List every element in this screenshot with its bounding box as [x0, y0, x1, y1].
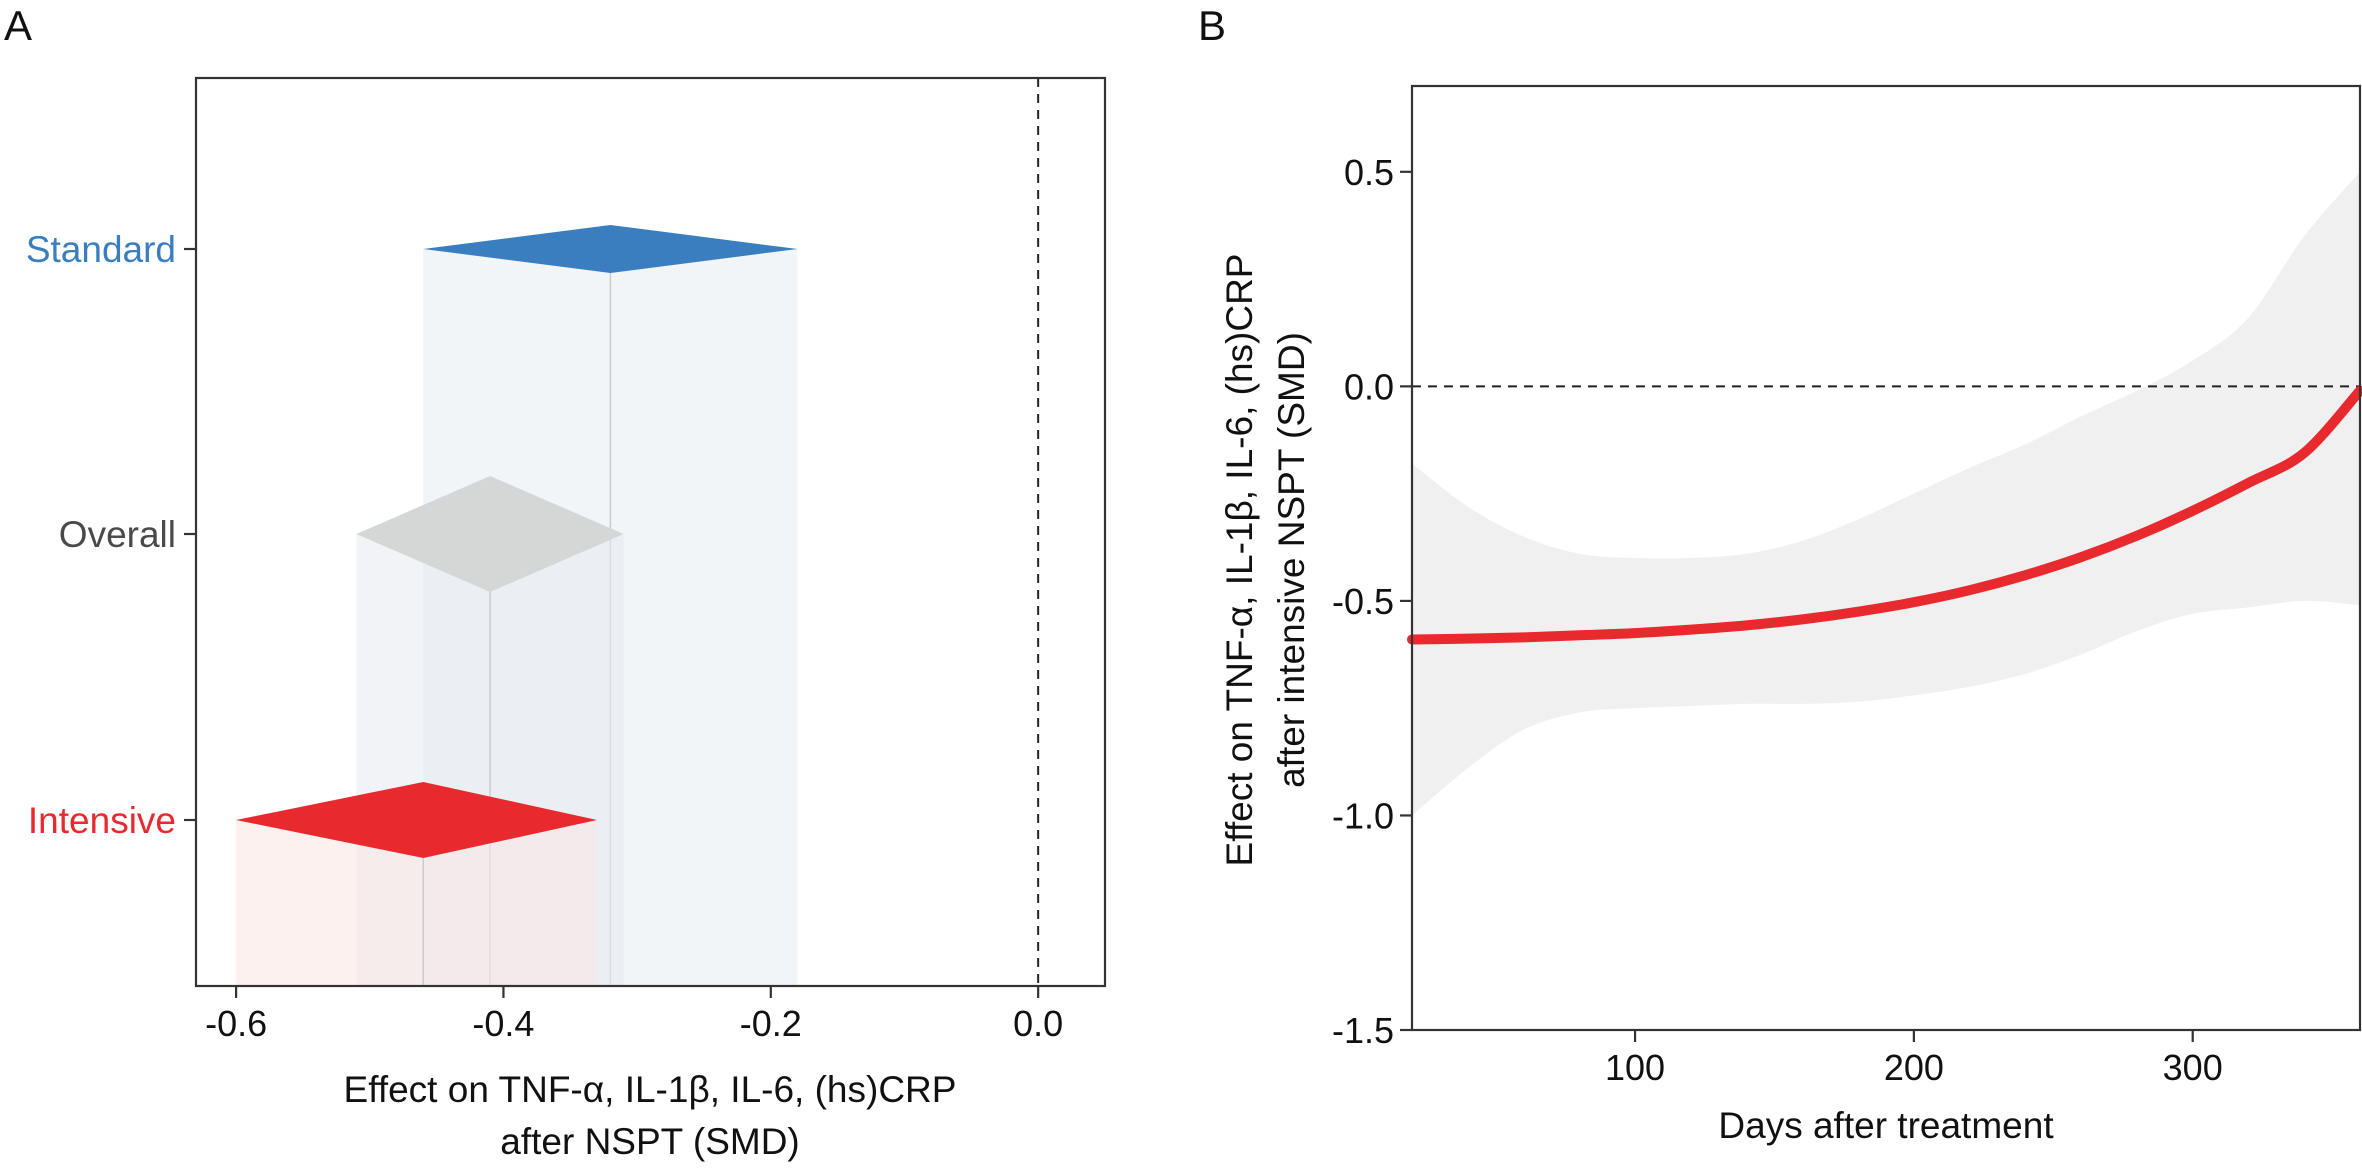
- y-label-standard: Standard: [26, 229, 176, 270]
- panel-a-x-axis: -0.6 -0.4 -0.2 0.0: [205, 986, 1063, 1044]
- panel-a-y-axis: Standard Overall Intensive: [26, 229, 196, 841]
- panel-a-forest-plot: Standard Overall Intensive -0.6 -0.4 -0.2 0.0…: [26, 76, 1107, 1162]
- diamond-intensive: [236, 782, 598, 858]
- y-tick-label: -1.0: [1332, 795, 1394, 836]
- panel-a-label: A: [4, 2, 32, 49]
- panel-a-diamonds: [236, 225, 798, 858]
- panel-b-x-axis-title: Days after treatment: [1718, 1105, 2054, 1146]
- y-label-overall: Overall: [59, 514, 176, 555]
- panel-a-interval-bands: [236, 249, 798, 986]
- y-tick-label: 0.5: [1344, 152, 1394, 193]
- panel-a-x-axis-title-line1: Effect on TNF-α, IL-1β, IL-6, (hs)CRP: [344, 1069, 957, 1110]
- x-tick-label: -0.4: [472, 1003, 534, 1044]
- y-tick-label: -0.5: [1332, 581, 1394, 622]
- y-label-intensive: Intensive: [28, 800, 176, 841]
- y-tick-label: 0.0: [1344, 366, 1394, 407]
- panel-b-confidence-band: [1412, 171, 2360, 816]
- y-tick-label: -1.5: [1332, 1010, 1394, 1051]
- panel-b-label: B: [1198, 2, 1226, 49]
- x-tick-label: 300: [2163, 1047, 2223, 1088]
- panel-b-line-plot: 0.5 0.0 -0.5 -1.0 -1.5 100 200 300 Days after …: [1219, 84, 2362, 1146]
- panel-b-y-axis-title-line1: Effect on TNF-α, IL-1β, IL-6, (hs)CRP: [1219, 254, 1260, 867]
- x-tick-label: 0.0: [1013, 1003, 1063, 1044]
- panel-b-y-axis: 0.5 0.0 -0.5 -1.0 -1.5: [1332, 152, 1412, 1051]
- x-tick-label: -0.2: [740, 1003, 802, 1044]
- panel-b-plot-border: [1410, 84, 2362, 1032]
- panel-b-y-axis-title-line2: after intensive NSPT (SMD): [1271, 332, 1312, 788]
- panel-a-plot-border: [194, 76, 1107, 988]
- panel-a-x-axis-title-line2: after NSPT (SMD): [500, 1121, 799, 1162]
- x-tick-label: -0.6: [205, 1003, 267, 1044]
- panel-b-x-axis: 100 200 300: [1605, 1030, 2223, 1088]
- x-tick-label: 100: [1605, 1047, 1665, 1088]
- diamond-standard: [423, 225, 798, 273]
- panel-b-fit-line: [1407, 385, 2362, 645]
- x-tick-label: 200: [1884, 1047, 1944, 1088]
- diamond-overall: [356, 476, 624, 592]
